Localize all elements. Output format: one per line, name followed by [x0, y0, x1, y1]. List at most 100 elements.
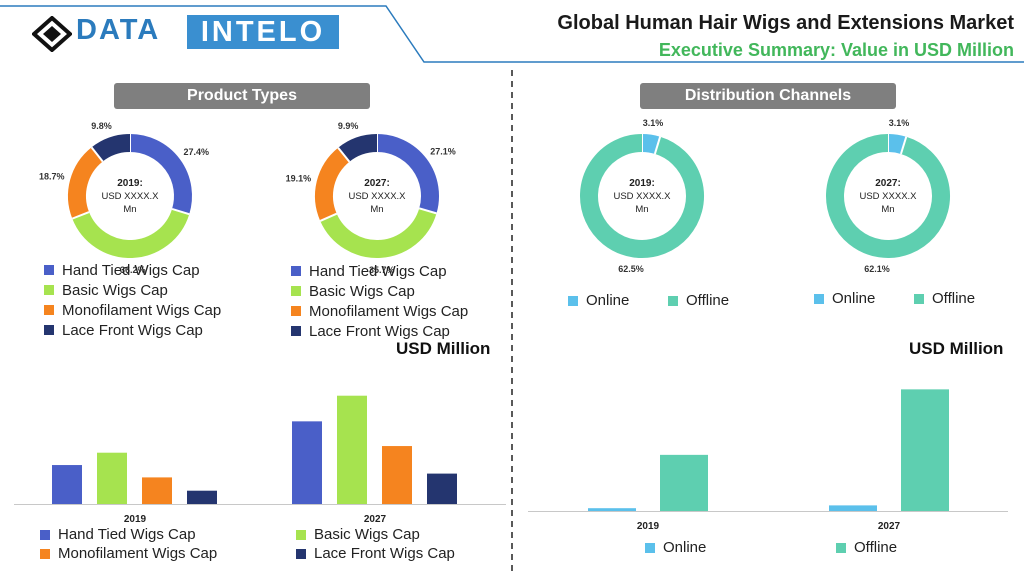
donut-slice-basic-wigs-cap [72, 208, 190, 258]
donut-slice-hand-tied-wigs-cap [376, 134, 439, 214]
x-tick-label: 2027 [878, 521, 901, 532]
legend-label: Hand Tied Wigs Cap [309, 262, 447, 280]
bar-basic-wigs-cap-2019 [97, 452, 127, 504]
product-types-header: Product Types [114, 83, 370, 109]
channel-legend-2019-online: Online [568, 292, 629, 309]
donut-center-label: USD XXXX.X [348, 191, 406, 202]
donut-slice-separator [71, 211, 90, 220]
donut-value-label: 27.4% [184, 147, 210, 157]
legend-swatch [296, 529, 306, 540]
legend-swatch [291, 286, 301, 296]
legend-item: Monofilament Wigs Cap [44, 300, 221, 320]
x-tick-label: 2019 [124, 514, 147, 525]
legend-swatch [44, 265, 54, 275]
header-rule [0, 5, 1024, 63]
section-divider [511, 70, 513, 576]
legend-label: Online [832, 290, 876, 307]
bar-monofilament-wigs-cap-2027 [382, 446, 412, 504]
donut-slice-offline [826, 134, 950, 258]
product-legend-2027: Hand Tied Wigs Cap Basic Wigs Cap Monofi… [291, 261, 468, 341]
bar-offline-2027 [901, 389, 949, 511]
product-legend-2019: Hand Tied Wigs Cap Basic Wigs Cap Monofi… [44, 260, 221, 340]
legend-swatch [291, 266, 301, 276]
x-tick-label: 2027 [364, 514, 387, 525]
legend-swatch [914, 293, 924, 304]
bar-offline-2019 [660, 454, 708, 511]
donut-value-label: 9.9% [338, 121, 359, 131]
donut-slice-separator [90, 146, 104, 163]
channel-unit-label: USD Million [909, 339, 1004, 358]
legend-swatch [291, 306, 301, 316]
channel-legend-2019-offline: Offline [668, 292, 729, 309]
donut-value-label: 62.1% [864, 264, 890, 274]
donut-slice-separator [337, 147, 351, 163]
donut-value-label: 19.1% [286, 173, 312, 183]
donut-center-label: 2027: [364, 178, 390, 189]
legend-item: Hand Tied Wigs Cap [291, 261, 468, 281]
page-title: Global Human Hair Wigs and Extensions Ma… [557, 12, 1014, 34]
legend-swatch [44, 325, 54, 335]
channel-legend-2027-online: Online [814, 290, 875, 307]
legend-label: Lace Front Wigs Cap [62, 321, 203, 339]
donut-slice-lace-front-wigs-cap [338, 134, 378, 163]
legend-label: Monofilament Wigs Cap [62, 301, 222, 319]
donut-slice-separator [171, 207, 190, 216]
legend-label: Monofilament Wigs Cap [58, 545, 218, 562]
legend-label: Online [663, 539, 707, 556]
legend-label: Monofilament Wigs Cap [309, 302, 469, 320]
legend-label: Offline [686, 292, 730, 309]
legend-swatch [40, 529, 50, 540]
legend-item: Lace Front Wigs Cap [44, 320, 221, 340]
legend-swatch [836, 542, 846, 553]
donut-center-label: USD XXXX.X [613, 191, 671, 202]
donut-slice-separator [653, 136, 662, 155]
donut-center-label: USD XXXX.X [859, 191, 917, 202]
donut-center-label: 2019: [117, 178, 143, 189]
donut-slice-monofilament-wigs-cap [315, 147, 350, 221]
x-tick-label: 2019 [637, 521, 660, 532]
legend-label: Basic Wigs Cap [314, 526, 420, 543]
legend-item: Monofilament Wigs Cap [291, 301, 468, 321]
donut-slice-offline [580, 134, 704, 258]
donut-center-label: Mn [370, 204, 383, 215]
legend-label: Hand Tied Wigs Cap [62, 261, 200, 279]
donut-center-label: Mn [881, 204, 894, 215]
donut-center-label: Mn [635, 204, 648, 215]
donut-value-label: 18.7% [39, 172, 65, 182]
donut-slice-online [887, 134, 907, 155]
donut-center-label: USD XXXX.X [101, 191, 159, 202]
product-unit-label: USD Million [396, 339, 491, 358]
donut-value-label: 3.1% [643, 118, 664, 128]
donut-value-label: 3.1% [889, 118, 910, 128]
donut-value-label: 27.1% [430, 147, 456, 157]
legend-swatch [296, 548, 306, 559]
legend-item: Basic Wigs Cap [291, 281, 468, 301]
legend-label: Online [586, 292, 630, 309]
bar-online-2027 [829, 505, 877, 511]
distribution-channels-header: Distribution Channels [640, 83, 896, 109]
legend-item: Hand Tied Wigs Cap [40, 526, 196, 543]
logo-diamond-icon [32, 16, 72, 52]
bar-hand-tied-wigs-cap-2019 [52, 465, 82, 504]
legend-swatch [44, 305, 54, 315]
legend-item: Hand Tied Wigs Cap [44, 260, 221, 280]
donut-value-label: 9.8% [91, 121, 112, 131]
donut-slice-monofilament-wigs-cap [68, 147, 104, 219]
legend-item: Monofilament Wigs Cap [40, 545, 217, 562]
legend-label: Basic Wigs Cap [62, 281, 168, 299]
legend-item: Lace Front Wigs Cap [296, 545, 455, 562]
bar-online-2019 [588, 508, 636, 511]
donut-center-label: 2027: [875, 178, 901, 189]
legend-swatch [291, 326, 301, 336]
legend-label: Lace Front Wigs Cap [314, 545, 455, 562]
donut-value-label: 62.5% [618, 264, 644, 274]
donut-center-label: 2019: [629, 178, 655, 189]
donut-slice-separator [418, 207, 437, 215]
legend-swatch [568, 295, 578, 306]
legend-item: Basic Wigs Cap [296, 526, 420, 543]
legend-swatch [44, 285, 54, 295]
donut-slice-basic-wigs-cap [320, 207, 437, 258]
donut-slice-online [641, 134, 661, 155]
logo-text-data: DATA [76, 14, 161, 46]
legend-swatch [814, 293, 824, 304]
